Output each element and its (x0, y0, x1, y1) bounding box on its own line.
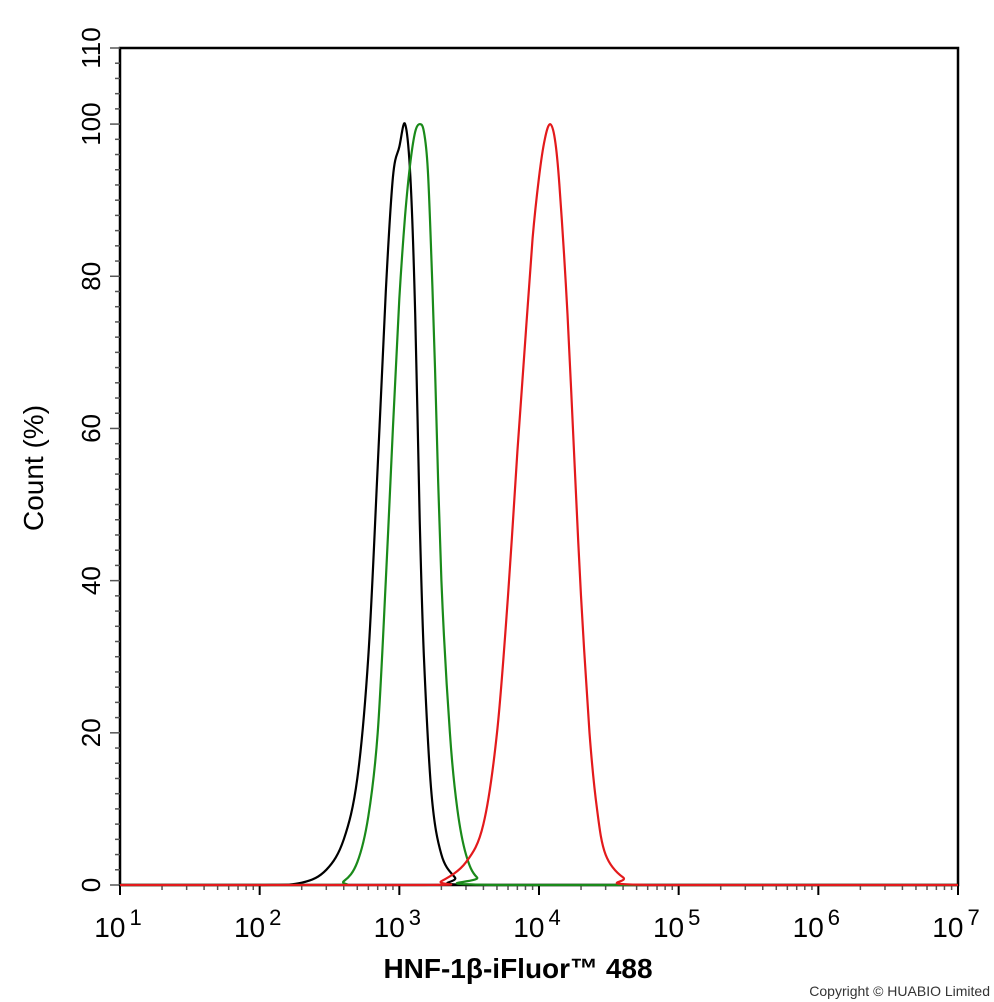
x-tick-label: 10 3 (374, 905, 421, 943)
histogram-series-3 (119, 123, 958, 887)
y-tick-label: 60 (76, 414, 106, 443)
y-tick-label: 80 (76, 262, 106, 291)
x-tick-label: 10 7 (932, 905, 979, 943)
histogram-series-1 (119, 122, 958, 887)
x-axis-label: HNF-1β-iFluor™ 488 (383, 953, 652, 984)
y-tick-label: 40 (76, 566, 106, 595)
y-axis-label: Count (%) (18, 405, 49, 531)
y-tick-label: 0 (76, 878, 106, 892)
x-tick-label: 10 4 (513, 905, 560, 943)
y-tick-label: 100 (76, 102, 106, 145)
histogram-series-2 (119, 123, 958, 887)
x-tick-label: 10 6 (793, 905, 840, 943)
x-tick-label: 10 5 (653, 905, 700, 943)
y-tick-label: 110 (76, 27, 106, 68)
x-tick-label: 10 1 (94, 905, 141, 943)
x-tick-label: 10 2 (234, 905, 281, 943)
copyright-notice: Copyright © HUABIO Limited (809, 983, 990, 999)
y-tick-label: 20 (76, 718, 106, 747)
